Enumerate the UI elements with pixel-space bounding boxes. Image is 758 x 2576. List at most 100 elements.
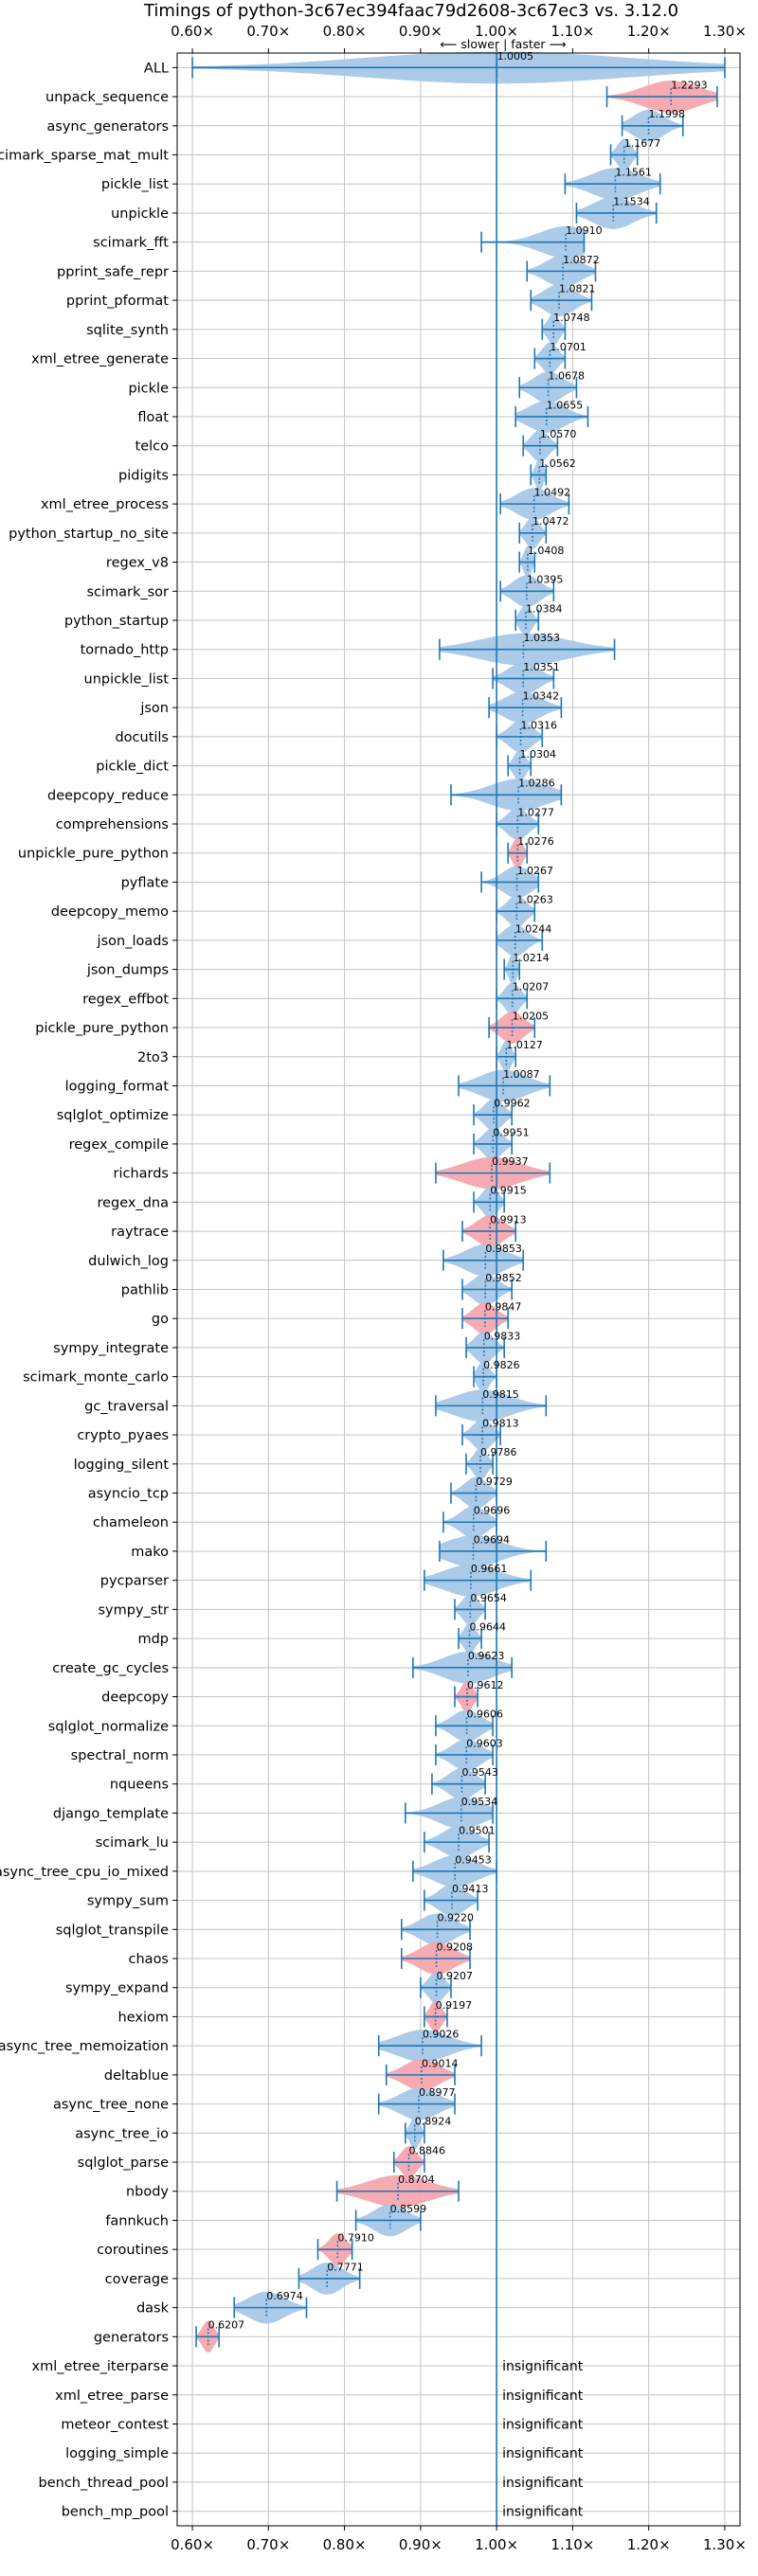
x-tick-label-bottom: 0.90× (399, 2536, 442, 2553)
benchmark-label: dask (136, 2301, 170, 2317)
value-label: 1.0408 (528, 545, 565, 557)
benchmark-label: async_generators (46, 119, 169, 134)
benchmark-label: sympy_str (99, 1602, 170, 1618)
benchmark-label: sqlglot_normalize (48, 1719, 169, 1734)
x-tick-label-top: 1.00× (475, 23, 518, 40)
benchmark-label: json (139, 701, 169, 716)
value-label: 1.0678 (549, 370, 586, 383)
benchmark-label: logging_format (65, 1079, 170, 1094)
marks-layer (191, 51, 726, 2526)
value-label: 1.0205 (513, 1010, 550, 1022)
value-label: 1.0492 (534, 487, 571, 499)
value-label: 0.9543 (461, 1766, 498, 1779)
value-label: 0.9951 (493, 1126, 530, 1138)
benchmark-label: gc_traversal (84, 1399, 169, 1414)
value-label: 1.0910 (566, 224, 603, 237)
x-tick-label-top: 1.30× (703, 23, 747, 40)
value-label: 1.0304 (520, 748, 557, 760)
value-label: 1.0570 (540, 428, 577, 440)
benchmark-label: spectral_norm (71, 1748, 169, 1763)
value-label: 1.0351 (523, 661, 560, 673)
benchmark-label: pprint_safe_repr (57, 264, 169, 279)
value-label: 1.0316 (521, 719, 558, 731)
value-label: 0.9501 (459, 1825, 496, 1837)
labels-layer: 0.60× 0.60× 0.70× 0.70× 0.80× 0.80× 0.90× 0.90×… (0, 23, 747, 2553)
value-label: 1.0342 (523, 690, 560, 703)
value-label: 0.8846 (409, 2144, 446, 2156)
benchmark-label: sympy_sum (87, 1894, 169, 1909)
benchmark-label: generators (94, 2330, 169, 2345)
value-label: 0.9603 (466, 1737, 502, 1749)
value-label: 1.0384 (526, 602, 563, 615)
plot-frame (176, 52, 741, 2527)
benchmark-label: crypto_pyaes (77, 1428, 169, 1443)
benchmark-label: pycparser (100, 1574, 169, 1589)
benchmark-label: pickle (128, 381, 169, 396)
benchmark-label: pickle_dict (96, 760, 169, 775)
value-label: 0.9026 (423, 2029, 460, 2041)
benchmark-label: python_startup_no_site (9, 527, 169, 542)
value-label: 1.0244 (515, 922, 552, 935)
benchmark-label: asyncio_tcp (88, 1487, 169, 1502)
benchmark-label: deepcopy_reduce (47, 788, 169, 803)
insignificant-label: insignificant (502, 2359, 584, 2374)
benchmark-label: async_tree_io (75, 2126, 169, 2141)
benchmark-label: xml_etree_iterparse (32, 2359, 170, 2374)
benchmark-label: scimark_sparse_mat_mult (0, 149, 169, 164)
benchmark-label: async_tree_memoization (0, 2039, 169, 2054)
benchmark-label: dulwich_log (88, 1254, 169, 1269)
benchmark-label: raytrace (111, 1225, 169, 1240)
benchmark-label: scimark_fft (93, 236, 169, 251)
value-label: 0.9913 (490, 1213, 527, 1225)
benchmark-label: xml_etree_generate (31, 352, 169, 367)
insignificant-label: insignificant (502, 2446, 584, 2461)
x-tick-label-top: 0.90× (399, 23, 442, 40)
benchmark-label: deltablue (104, 2068, 169, 2084)
value-label: 0.8704 (398, 2174, 435, 2186)
value-label: 1.0005 (497, 50, 534, 63)
value-label: 0.9644 (470, 1621, 507, 1634)
benchmark-label: deepcopy (101, 1690, 169, 1706)
value-label: 1.0267 (517, 865, 554, 877)
benchmark-label: nbody (126, 2185, 169, 2200)
value-label: 0.9696 (474, 1505, 511, 1517)
benchmark-label: bench_thread_pool (39, 2476, 169, 2491)
value-label: 0.9661 (471, 1563, 508, 1575)
benchmark-label: django_template (53, 1806, 169, 1821)
value-label: 0.9786 (480, 1446, 516, 1458)
benchmark-label: pidigits (118, 468, 169, 483)
benchmark-label: regex_v8 (106, 556, 169, 571)
x-tick-label-bottom: 0.60× (171, 2536, 214, 2553)
benchmark-label: deepcopy_memo (51, 904, 169, 920)
value-label: 0.9612 (467, 1679, 503, 1691)
benchmark-label: sqlglot_parse (78, 2156, 169, 2171)
value-label: 1.0872 (563, 254, 600, 266)
benchmark-label: bench_mp_pool (62, 2505, 169, 2520)
value-label: 0.9413 (452, 1883, 489, 1895)
x-tick-label-bottom: 1.10× (550, 2536, 594, 2553)
value-label: 0.6207 (208, 2319, 244, 2332)
benchmark-label: json_loads (97, 934, 169, 949)
benchmark-label: chameleon (93, 1515, 169, 1530)
value-label: 1.0207 (513, 981, 550, 993)
benchmark-label: docutils (115, 730, 169, 745)
benchmark-label: fannkuch (105, 2213, 169, 2228)
x-tick-label-bottom: 1.20× (627, 2536, 671, 2553)
benchmark-label: sympy_integrate (53, 1341, 169, 1356)
value-label: 1.0472 (532, 515, 569, 528)
benchmark-label: sqlglot_transpile (56, 1923, 169, 1938)
value-label: 0.9220 (438, 1912, 475, 1924)
value-label: 1.2293 (671, 79, 708, 91)
benchmark-label: xml_etree_parse (55, 2388, 169, 2404)
value-label: 0.9534 (461, 1796, 498, 1808)
value-label: 0.9852 (485, 1272, 522, 1284)
value-label: 0.9207 (436, 1970, 473, 1982)
value-label: 0.9853 (485, 1243, 522, 1255)
benchmark-label: pathlib (121, 1283, 169, 1298)
benchmark-label: json_dumps (86, 963, 169, 978)
benchmark-label: create_gc_cycles (52, 1661, 169, 1676)
value-label: 0.8599 (390, 2203, 427, 2215)
benchmark-label: logging_simple (65, 2446, 169, 2461)
value-label: 0.9813 (482, 1417, 519, 1429)
